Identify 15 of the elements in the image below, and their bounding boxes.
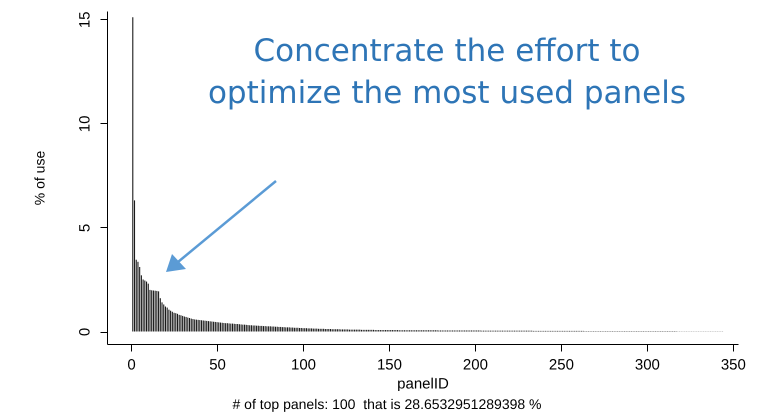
y-tick-label: 0 xyxy=(76,328,94,336)
annotation: Concentrate the effort to optimize the most used panels xyxy=(206,32,688,113)
x-tick-label: 300 xyxy=(634,356,660,374)
x-tick-label: 100 xyxy=(290,356,316,374)
x-tick-label: 50 xyxy=(209,356,226,374)
text: # of top panels: 100 that is 28.6532951289398 % xyxy=(231,396,543,412)
y-tick-label: 5 xyxy=(76,224,94,232)
x-tick-label: 150 xyxy=(376,356,402,374)
x-tick-label: 350 xyxy=(720,356,746,374)
x-tick-label: 200 xyxy=(462,356,488,374)
y-tick-label: 15 xyxy=(76,11,94,28)
y-tick-label: 10 xyxy=(76,116,94,132)
x-tick-label: 0 xyxy=(127,356,136,374)
y-axis-title: % of use xyxy=(32,150,48,206)
x-tick-label: 250 xyxy=(548,356,574,374)
